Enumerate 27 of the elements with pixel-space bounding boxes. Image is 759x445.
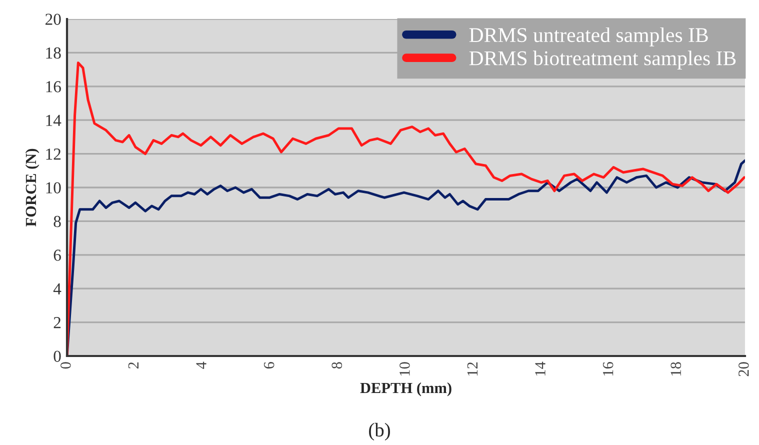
y-tick-label: 2	[54, 317, 61, 328]
y-tick-label: 20	[46, 14, 61, 25]
x-tick-label: 0	[60, 362, 71, 369]
x-tick-label: 18	[670, 362, 682, 376]
x-tick-label: 8	[332, 362, 342, 369]
x-tick-label: 12	[467, 362, 478, 376]
x-tick-label: 14	[535, 362, 546, 376]
y-tick-label: 12	[46, 148, 61, 160]
x-tick-label: 6	[264, 362, 274, 369]
x-tick-label: 10	[400, 362, 410, 376]
legend-label: DRMS untreated samples IB	[469, 27, 708, 46]
y-tick-label: 18	[46, 47, 61, 59]
legend-label: DRMS biotreatment samples IB	[469, 50, 736, 70]
y-tick-label: 0	[54, 350, 61, 362]
y-axis-title: FORCE (N)	[25, 148, 40, 226]
x-tick-label: 20	[738, 362, 749, 376]
x-axis-title: DEPTH (mm)	[360, 382, 452, 396]
y-tick-label: 10	[46, 182, 61, 194]
x-tick-label: 4	[196, 362, 206, 369]
y-tick-label: 4	[53, 283, 62, 294]
text: (b)	[369, 422, 390, 441]
x-tick-label: 16	[602, 362, 614, 376]
y-tick-label: 14	[46, 114, 62, 126]
y-tick-label: 8	[54, 216, 61, 228]
y-tick-label: 6	[54, 250, 61, 261]
y-tick-label: 16	[46, 81, 61, 92]
x-tick-label: 2	[128, 362, 138, 369]
